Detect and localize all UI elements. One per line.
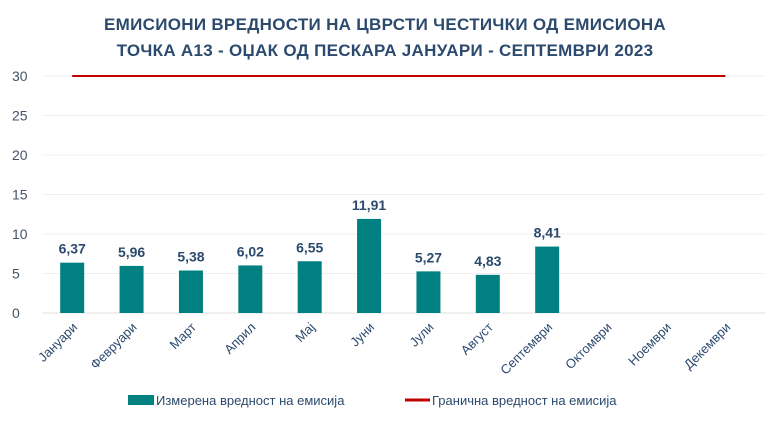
data-label: 5,38 <box>177 248 204 264</box>
y-tick-label: 25 <box>12 108 28 124</box>
x-tick-label: Август <box>458 319 496 357</box>
data-label: 6,02 <box>237 243 264 259</box>
legend: Измерена вредност на емисија Гранична вр… <box>128 393 617 408</box>
data-label: 4,83 <box>474 253 501 269</box>
x-tick-label: Декември <box>681 320 734 373</box>
bar <box>297 261 322 313</box>
x-tick-label: Септември <box>497 320 555 378</box>
chart-title-line-2: ТОЧКА А13 - ОЏАК ОД ПЕСКАРА ЈАНУАРИ - СЕ… <box>117 41 654 60</box>
y-tick-label: 30 <box>12 68 28 84</box>
data-label: 8,41 <box>534 225 561 241</box>
bar <box>475 274 500 313</box>
x-tick-label: Јануари <box>35 320 80 365</box>
data-label: 5,27 <box>415 249 442 265</box>
bar <box>178 270 203 313</box>
x-tick-label: Март <box>166 319 199 352</box>
data-label: 5,96 <box>118 244 145 260</box>
x-tick-label: Октомври <box>562 320 615 373</box>
y-tick-label: 20 <box>12 147 28 163</box>
x-tick-label: Мај <box>292 319 318 345</box>
legend-swatch-bar <box>128 395 154 405</box>
x-tick-label: Јули <box>406 320 436 350</box>
y-tick-label: 15 <box>12 187 28 203</box>
data-label: 6,37 <box>59 241 86 257</box>
chart-title-line-1: ЕМИСИОНИ ВРЕДНОСТИ НА ЦВРСТИ ЧЕСТИЧКИ ОД… <box>104 15 666 34</box>
bar <box>416 271 441 313</box>
x-tick-label: Јуни <box>347 320 377 350</box>
y-tick-label: 0 <box>12 305 20 321</box>
x-tick-label: Февруари <box>87 320 139 372</box>
y-tick-label: 10 <box>12 226 28 242</box>
legend-label-measured: Измерена вредност на емисија <box>156 393 345 408</box>
bar <box>238 265 263 313</box>
legend-label-limit: Гранична вредност на емисија <box>432 393 617 408</box>
bar <box>119 265 144 313</box>
bar <box>535 246 560 313</box>
x-tick-label: Ноември <box>625 320 674 369</box>
x-tick-label: Април <box>221 320 258 357</box>
bar <box>357 218 382 313</box>
bar <box>60 262 85 313</box>
data-label: 6,55 <box>296 239 323 255</box>
y-tick-label: 5 <box>12 266 20 282</box>
data-label: 11,91 <box>352 197 386 213</box>
